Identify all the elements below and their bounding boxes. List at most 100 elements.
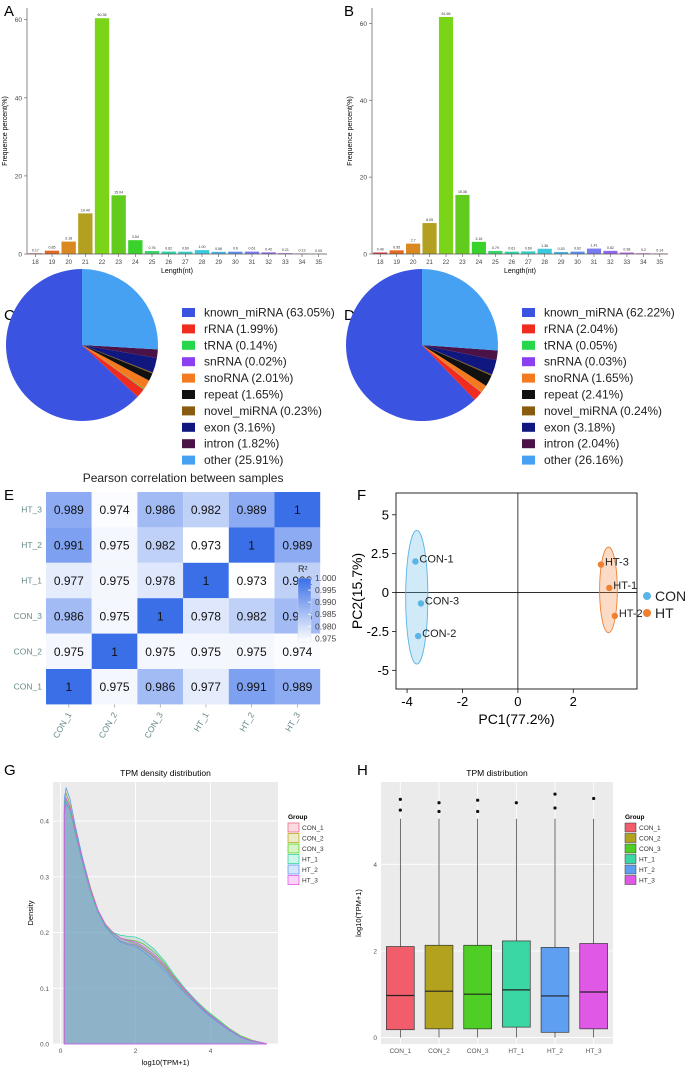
x-tick-label: 28 [541,260,548,266]
heatmap-cell [137,562,184,599]
pca-point [606,584,613,592]
bar [373,252,388,254]
heatmap-cell [274,598,321,634]
heatmap-cell [274,562,321,599]
legend-swatch [287,875,300,885]
y-axis-title: log10(TPM+1) [354,889,363,937]
heatmap-col-label: HT_2 [237,710,256,733]
pie-slice [5,269,138,421]
heatmap-cell [91,669,138,705]
heatmap-cell [137,527,184,563]
legend-swatch [182,373,195,383]
x-tick-label: 20 [410,260,417,266]
legend-label: other (25.91%) [204,453,283,467]
bar-data-label: 3.54 [132,235,139,239]
bar [61,241,76,254]
heatmap-cell [91,562,138,599]
x-tick-label: 31 [591,260,598,266]
pca-point [414,632,422,640]
heatmap-cell [46,527,92,563]
legend-swatch [182,439,195,449]
bar-data-label: 0.17 [32,248,39,252]
bar-data-label: 0.42 [265,247,272,251]
plot-background [372,8,668,254]
legend-label: CON_3 [639,846,661,853]
heatmap-cell-label: 0.975 [100,539,130,553]
length-distribution-chart-b: 0 20 40 60 0.40 18 0.95 19 2.7 20 8.05 21 61.66 22 15.… [347,8,668,275]
x-tick-label: 22 [99,260,106,266]
bar [78,213,93,254]
heatmap-cell-label: 0.986 [145,680,175,694]
x-tick-label: 29 [558,260,565,266]
legend-swatch [624,843,637,854]
legend-swatch [624,875,637,885]
x-tick-label: 35 [656,260,663,266]
legend-label: CON_2 [302,836,324,843]
bar [261,252,276,254]
heatmap-cell-label: 0.991 [237,680,267,694]
x-tick-label: 33 [282,260,289,266]
length-distribution-chart-a: 0 20 40 60 0.17 18 0.85 19 3.18 20 10.40 21 60.38 22 1… [2,8,327,275]
tpm-boxplot: 0 2 4 TPM distribution log10(TPM+1) CON_1 CON_… [354,768,661,1055]
heatmap-cell-label: 1 [66,680,73,694]
legend-label: repeat (1.65%) [204,388,283,402]
legend-swatch [182,357,195,367]
x-tick-label: 35 [315,260,322,266]
pie-slice [422,345,498,361]
pca-point-label: HT-3 [605,557,629,569]
pie-slice [346,269,475,421]
panel-letter-g: G [4,762,16,779]
pie-slice [82,345,157,373]
outlier-point [476,809,480,814]
heatmap-cell [137,633,184,669]
legend-swatch [624,822,637,833]
legend-label: HT_1 [639,857,655,864]
heatmap-cell [228,562,275,599]
x-tick-label: CON_1 [389,1048,411,1055]
legend-label: tRNA (0.14%) [204,338,277,352]
legend-label: CON_1 [302,825,324,832]
bar-data-label: 0.62 [574,247,581,251]
box [502,940,531,1028]
pie-slice [422,345,482,400]
bar-data-label: 0.61 [508,247,515,251]
colorbar-tick-label: 0.975 [315,633,337,643]
box [463,944,492,1030]
bar [161,251,176,254]
heatmap-cell-label: 1 [111,645,118,659]
heatmap-cell [274,527,321,563]
heatmap-cell-label: 0.991 [54,539,84,553]
x-tick-label: 34 [640,260,647,266]
heatmap-row-label: HT_1 [21,576,42,586]
heatmap-cell [274,633,321,669]
heatmap-cell [46,669,92,705]
heatmap-cell [46,562,92,599]
heatmap-cell-label: 0.977 [191,680,221,694]
pca-point-label: CON-1 [419,553,453,565]
pie-slice [422,269,498,351]
x-tick-label: 21 [82,260,89,266]
x-tick-label: CON_3 [467,1048,489,1055]
legend-swatch [522,324,535,334]
bar-data-label: 60.38 [98,13,107,17]
heatmap-cell-label: 0.982 [237,609,267,623]
bar-data-label: 0.60 [182,247,189,251]
bar-data-label: 0.40 [377,247,384,251]
heatmap-cell-label: 0.975 [100,609,130,623]
pie-slice [422,345,487,393]
bar-data-label: 0.56 [215,247,222,251]
density-curve [63,797,267,1045]
y-tick-label: 60 [15,17,23,24]
x-tick-label: 25 [492,260,499,266]
colorbar-tick-label: 1.000 [315,573,337,583]
heatmap-cell-label: 0.989 [237,503,267,517]
x-tick-label: 0 [59,1048,63,1055]
bar-data-label: 0.76 [149,246,156,250]
legend-label: snoRNA (2.01%) [204,371,293,385]
x-tick-label: 27 [525,260,532,266]
heatmap-row-label: HT_3 [21,505,42,515]
legend-title: Group [288,814,308,821]
y-tick-label: 0.4 [40,819,49,826]
x-tick-label: HT_3 [586,1048,602,1055]
bar [422,223,437,254]
